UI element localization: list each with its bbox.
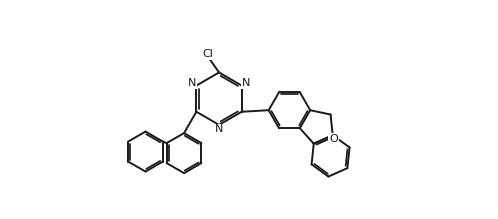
- Text: N: N: [242, 78, 250, 88]
- Text: O: O: [329, 134, 338, 144]
- Text: N: N: [215, 124, 223, 134]
- Text: N: N: [188, 78, 197, 88]
- Text: Cl: Cl: [202, 49, 213, 59]
